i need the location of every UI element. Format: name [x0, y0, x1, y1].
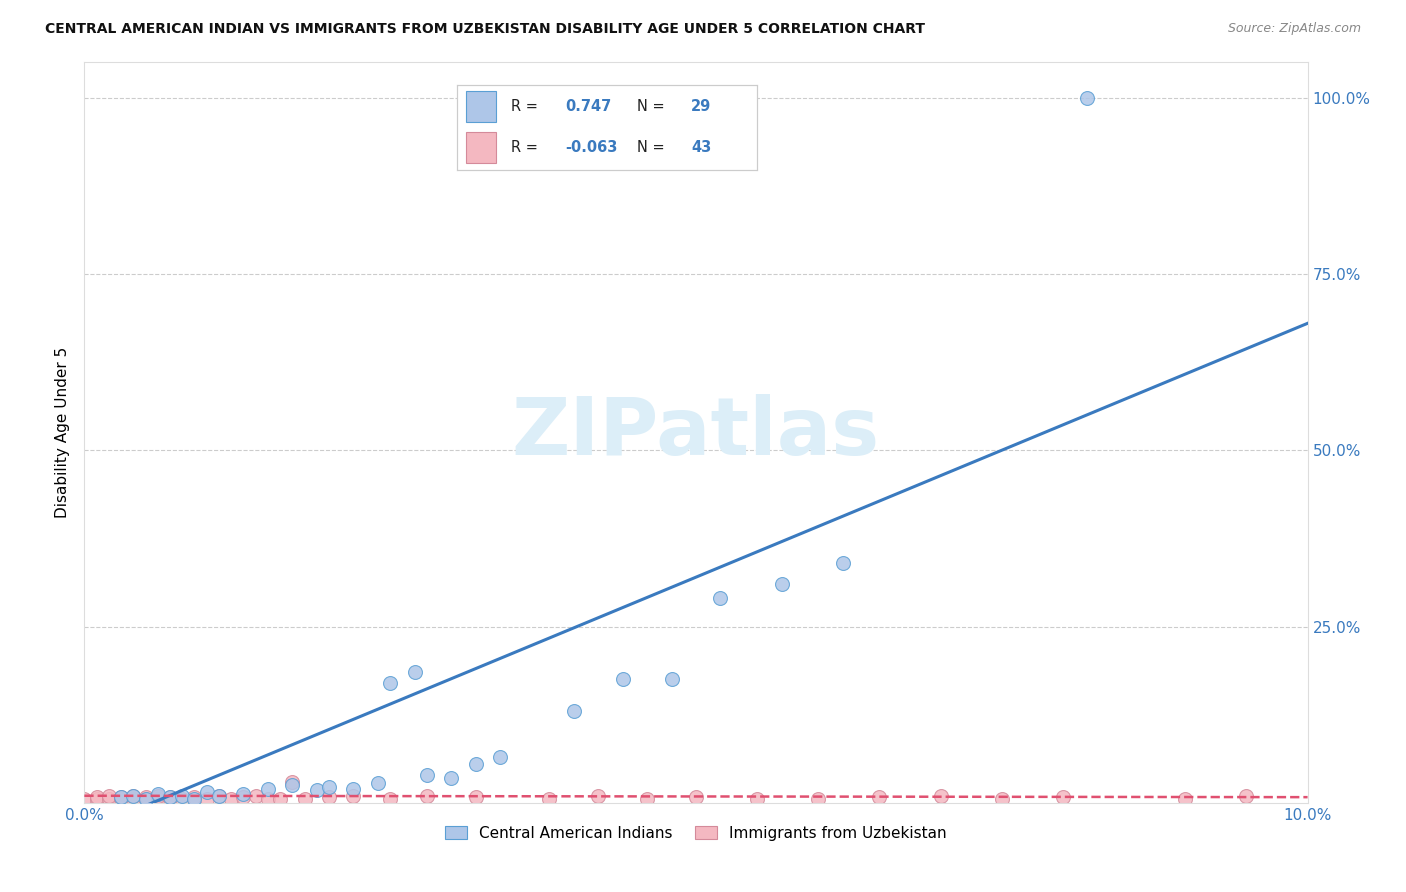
Point — [1174, 792, 1197, 806]
Point — [464, 790, 486, 805]
Point — [146, 789, 169, 803]
Point — [612, 673, 634, 687]
Point — [318, 790, 340, 805]
Point — [232, 788, 254, 802]
Point — [257, 792, 280, 806]
Point — [159, 790, 181, 805]
Point — [367, 776, 389, 790]
Point — [281, 774, 304, 789]
Point — [831, 556, 853, 570]
Point — [342, 789, 364, 803]
Text: CENTRAL AMERICAN INDIAN VS IMMIGRANTS FROM UZBEKISTAN DISABILITY AGE UNDER 5 COR: CENTRAL AMERICAN INDIAN VS IMMIGRANTS FR… — [45, 22, 925, 37]
Point — [122, 792, 145, 806]
Point — [586, 789, 609, 803]
Point — [747, 792, 769, 806]
Point — [416, 767, 439, 781]
Point — [991, 792, 1014, 806]
Text: Source: ZipAtlas.com: Source: ZipAtlas.com — [1227, 22, 1361, 36]
Point — [86, 790, 108, 805]
Point — [1236, 789, 1258, 803]
Point — [183, 790, 205, 805]
Point — [195, 792, 218, 806]
Point — [770, 577, 793, 591]
Point — [807, 792, 830, 806]
Point — [562, 704, 585, 718]
Point — [269, 792, 291, 806]
Point — [195, 785, 218, 799]
Point — [404, 665, 426, 680]
Point — [305, 783, 328, 797]
Point — [464, 757, 486, 772]
Point — [219, 792, 242, 806]
Point — [172, 792, 194, 806]
Point — [110, 792, 132, 806]
Point — [929, 789, 952, 803]
Point — [135, 791, 157, 805]
Point — [172, 789, 194, 803]
Point — [208, 789, 231, 803]
Point — [440, 771, 463, 785]
Point — [318, 780, 340, 795]
Point — [281, 778, 304, 792]
Point — [183, 791, 205, 805]
Legend: Central American Indians, Immigrants from Uzbekistan: Central American Indians, Immigrants fro… — [439, 820, 953, 847]
Point — [135, 790, 157, 805]
Point — [159, 790, 181, 805]
Point — [208, 789, 231, 803]
Point — [73, 792, 96, 806]
Point — [1052, 790, 1074, 805]
Point — [122, 789, 145, 803]
Point — [709, 591, 731, 606]
Point — [380, 676, 402, 690]
Point — [661, 673, 683, 687]
Point — [86, 792, 108, 806]
Point — [245, 789, 267, 803]
Point — [110, 790, 132, 805]
Point — [257, 781, 280, 796]
Point — [380, 792, 402, 806]
Point — [636, 792, 658, 806]
Point — [538, 792, 561, 806]
Point — [122, 789, 145, 803]
Text: ZIPatlas: ZIPatlas — [512, 393, 880, 472]
Point — [146, 792, 169, 806]
Point — [97, 789, 120, 803]
Point — [146, 788, 169, 802]
Point — [159, 792, 181, 806]
Point — [110, 790, 132, 805]
Point — [97, 792, 120, 806]
Point — [294, 792, 316, 806]
Point — [685, 790, 707, 805]
Point — [232, 790, 254, 805]
Y-axis label: Disability Age Under 5: Disability Age Under 5 — [55, 347, 70, 518]
Point — [342, 781, 364, 796]
Point — [135, 792, 157, 806]
Point — [489, 750, 512, 764]
Point — [869, 790, 891, 805]
Point — [1076, 91, 1098, 105]
Point — [416, 789, 439, 803]
